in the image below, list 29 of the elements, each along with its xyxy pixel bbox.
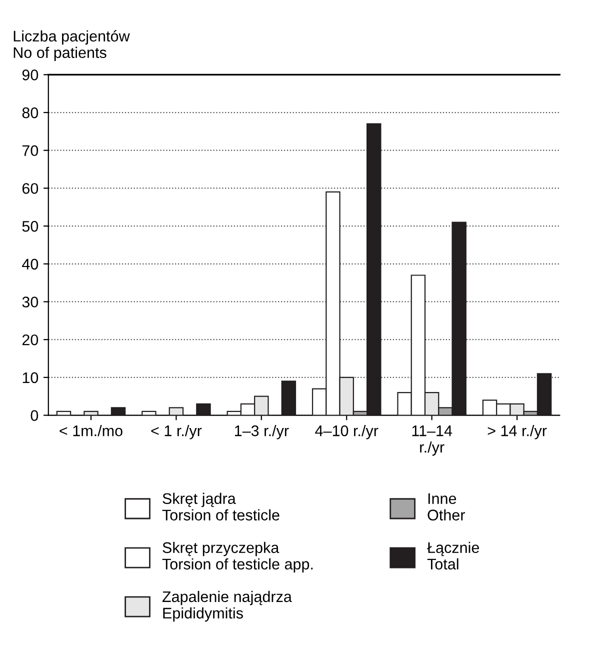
y-tick-label: 90 [22, 70, 38, 80]
x-tick-label: < 1m./mo [60, 424, 122, 436]
y-tick-label: 20 [22, 334, 38, 346]
legend-label: Zapalenie najądrza Epididymitis [162, 590, 292, 622]
bar [196, 403, 211, 416]
legend-label: Łącznie Total [427, 542, 480, 570]
x-tick-label: 4–10 r./yr [315, 424, 378, 440]
x-tick-label: > 14 r./yr [488, 424, 547, 440]
y-tick-label: 70 [22, 145, 38, 156]
y-axis-title: Liczba pacjentów No of patients [14, 30, 130, 62]
bar [56, 410, 72, 416]
x-tick-label: < 1 r./yr [151, 424, 202, 440]
bar [168, 407, 184, 416]
y-tick-label: 50 [22, 220, 38, 232]
x-tick-label: 11–14 r./yr [412, 426, 452, 456]
y-tick-label: 60 [22, 183, 38, 194]
legend-label: Skręt przyczepka Torsion of testicle app. [162, 542, 313, 573]
y-tick-label: 0 [30, 410, 38, 421]
y-tick-label: 80 [22, 107, 38, 118]
bar [281, 380, 296, 416]
bar [142, 410, 156, 416]
y-tick-label: 40 [22, 258, 38, 270]
y-tick-label: 10 [22, 372, 38, 384]
bar [84, 410, 98, 416]
bar [110, 407, 126, 416]
legend-label: Inne Other [428, 493, 465, 520]
x-tick-label: 1–3 r./yr [234, 424, 289, 440]
y-tick-label: 30 [22, 296, 38, 308]
legend-label: Skręt jądra Torsion of testicle [162, 492, 280, 520]
